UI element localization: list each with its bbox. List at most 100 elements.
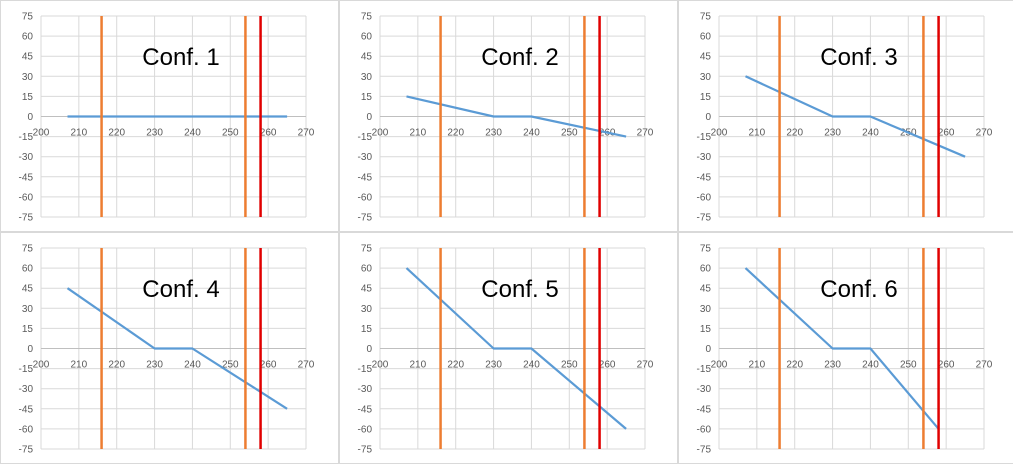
chart-title: Conf. 6 xyxy=(820,276,897,303)
y-tick-label: 0 xyxy=(366,344,372,355)
x-tick-label: 250 xyxy=(900,360,917,371)
y-tick-label: 30 xyxy=(700,304,712,315)
x-tick-label: 270 xyxy=(298,360,315,371)
x-tick-label: 200 xyxy=(711,128,728,139)
y-tick-label: 45 xyxy=(361,284,373,295)
x-tick-label: 260 xyxy=(260,360,277,371)
y-tick-label: 15 xyxy=(22,324,34,335)
series-line xyxy=(745,75,966,158)
chart-panel-conf-4: 75 60 45 30 15 0 -15 -30 -45 -60 -75 200 210 220 230 24… xyxy=(0,232,339,464)
x-tick-label: 210 xyxy=(71,360,88,371)
x-tick-label: 220 xyxy=(108,360,125,371)
y-tick-label: -60 xyxy=(358,192,373,203)
y-tick-label: -45 xyxy=(19,404,34,415)
chart-panel-conf-5: 75 60 45 30 15 0 -15 -30 -45 -60 -75 200 210 220 230 24… xyxy=(339,232,678,464)
y-tick-label: 75 xyxy=(22,12,34,23)
chart-panel-conf-6: 75 60 45 30 15 0 -15 -30 -45 -60 -75 200 210 220 230 24… xyxy=(678,232,1013,464)
y-tick-label: 15 xyxy=(361,324,373,335)
x-tick-label: 250 xyxy=(561,128,578,139)
x-tick-label: 220 xyxy=(786,128,803,139)
chart-panel-conf-1: 75 60 45 30 15 0 -15 -30 -45 -60 -75 200 210 220 230 24… xyxy=(0,0,339,232)
y-tick-label: -30 xyxy=(19,384,34,395)
y-tick-label: 75 xyxy=(700,12,712,23)
y-tick-label: -45 xyxy=(19,172,34,183)
y-tick-label: 0 xyxy=(27,112,33,123)
y-tick-label: 75 xyxy=(22,244,34,255)
y-tick-label: -60 xyxy=(19,192,34,203)
x-tick-label: 250 xyxy=(222,128,239,139)
chart-title: Conf. 1 xyxy=(142,44,219,71)
y-tick-label: -45 xyxy=(358,172,373,183)
chart-svg: 75 60 45 30 15 0 -15 -30 -45 -60 -75 200 210 220 230 24… xyxy=(358,12,654,224)
y-tick-label: -30 xyxy=(19,152,34,163)
y-tick-label: -75 xyxy=(358,213,373,224)
y-tick-label: 75 xyxy=(700,244,712,255)
y-tick-label: 15 xyxy=(700,324,712,335)
x-tick-label: 230 xyxy=(146,128,163,139)
y-tick-label: -60 xyxy=(19,424,34,435)
y-tick-label: 60 xyxy=(361,264,373,275)
y-tick-label: 30 xyxy=(361,72,373,83)
x-tick-label: 240 xyxy=(184,360,201,371)
y-tick-labels: 75 60 45 30 15 0 -15 -30 -45 -60 -75 xyxy=(358,244,373,456)
x-tick-label: 210 xyxy=(71,128,88,139)
x-tick-label: 200 xyxy=(711,360,728,371)
y-tick-label: -15 xyxy=(358,364,373,375)
x-tick-label: 210 xyxy=(749,360,766,371)
x-tick-label: 200 xyxy=(33,360,50,371)
x-tick-label: 240 xyxy=(862,360,879,371)
y-tick-label: 15 xyxy=(361,92,373,103)
y-tick-labels: 75 60 45 30 15 0 -15 -30 -45 -60 -75 xyxy=(697,244,712,456)
y-tick-label: 30 xyxy=(700,72,712,83)
y-tick-label: 45 xyxy=(700,284,712,295)
y-tick-label: 60 xyxy=(700,32,712,43)
y-tick-label: -75 xyxy=(697,445,712,456)
y-tick-label: 75 xyxy=(361,12,373,23)
y-tick-label: -15 xyxy=(697,364,712,375)
y-tick-label: 45 xyxy=(361,52,373,63)
x-tick-label: 200 xyxy=(372,128,389,139)
x-tick-label: 240 xyxy=(523,360,540,371)
y-tick-label: -60 xyxy=(358,424,373,435)
chart-svg: 75 60 45 30 15 0 -15 -30 -45 -60 -75 200 210 220 230 24… xyxy=(19,244,315,456)
y-tick-label: 60 xyxy=(700,264,712,275)
y-tick-labels: 75 60 45 30 15 0 -15 -30 -45 -60 -75 xyxy=(358,12,373,224)
chart-title: Conf. 3 xyxy=(820,44,897,71)
x-tick-label: 220 xyxy=(447,128,464,139)
chart-title: Conf. 4 xyxy=(142,276,219,303)
y-tick-label: 30 xyxy=(22,72,34,83)
x-tick-label: 270 xyxy=(298,128,315,139)
x-tick-label: 260 xyxy=(938,128,955,139)
y-tick-label: 30 xyxy=(361,304,373,315)
x-tick-label: 230 xyxy=(824,360,841,371)
x-tick-label: 200 xyxy=(372,360,389,371)
x-tick-label: 210 xyxy=(749,128,766,139)
y-tick-label: -45 xyxy=(358,404,373,415)
y-tick-label: -75 xyxy=(358,445,373,456)
y-tick-label: -15 xyxy=(697,132,712,143)
x-tick-label: 240 xyxy=(523,128,540,139)
y-tick-label: -60 xyxy=(697,192,712,203)
x-tick-label: 250 xyxy=(222,360,239,371)
x-tick-label: 230 xyxy=(146,360,163,371)
y-tick-label: -60 xyxy=(697,424,712,435)
y-tick-label: 30 xyxy=(22,304,34,315)
y-tick-label: -75 xyxy=(19,445,34,456)
x-tick-labels: 200 210 220 230 240 250 260 270 xyxy=(372,360,654,371)
y-tick-label: 0 xyxy=(705,344,711,355)
x-tick-label: 250 xyxy=(561,360,578,371)
x-tick-label: 270 xyxy=(637,360,654,371)
y-tick-label: -30 xyxy=(697,152,712,163)
y-tick-label: 0 xyxy=(366,112,372,123)
x-tick-labels: 200 210 220 230 240 250 260 270 xyxy=(711,360,993,371)
chart-svg: 75 60 45 30 15 0 -15 -30 -45 -60 -75 200 210 220 230 24… xyxy=(697,12,993,224)
y-tick-labels: 75 60 45 30 15 0 -15 -30 -45 -60 -75 xyxy=(19,12,34,224)
x-tick-label: 260 xyxy=(599,360,616,371)
y-tick-label: 60 xyxy=(22,264,34,275)
x-tick-label: 260 xyxy=(260,128,277,139)
x-tick-label: 220 xyxy=(786,360,803,371)
y-tick-label: 15 xyxy=(22,92,34,103)
y-tick-label: -15 xyxy=(19,364,34,375)
y-tick-label: -30 xyxy=(358,384,373,395)
x-tick-labels: 200 210 220 230 240 250 260 270 xyxy=(33,360,315,371)
